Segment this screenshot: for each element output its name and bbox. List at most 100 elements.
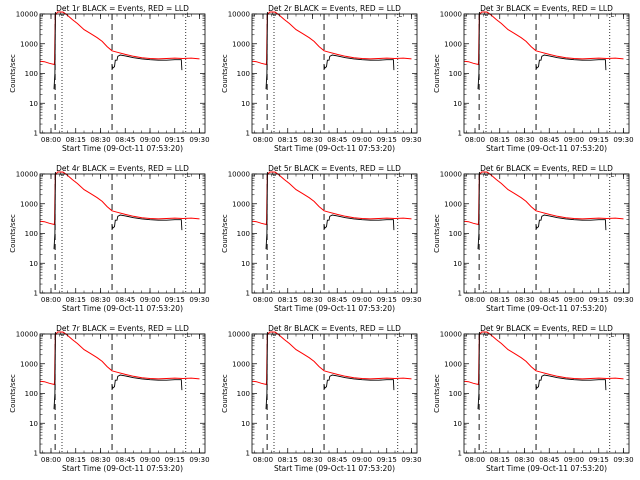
y-tick-label: 10000 xyxy=(16,331,38,339)
y-tick-label: 10000 xyxy=(228,331,250,339)
y-tick-label: 10000 xyxy=(16,11,38,19)
y-axis-label: Counts/sec xyxy=(433,374,441,413)
x-tick-label: 08:30 xyxy=(514,456,534,464)
top-marker-label: L xyxy=(399,12,403,19)
x-tick-label: 08:00 xyxy=(253,136,273,144)
x-tick-label: 09:00 xyxy=(140,456,160,464)
events-series-line xyxy=(111,374,183,391)
y-axis-label: Counts/sec xyxy=(9,54,17,93)
events-series-line xyxy=(477,331,480,410)
x-tick-label: 08:00 xyxy=(465,136,485,144)
y-tick-label: 1000 xyxy=(20,200,38,208)
events-series-line xyxy=(111,214,183,231)
x-tick-label: 08:30 xyxy=(302,456,322,464)
x-tick-label: 08:45 xyxy=(539,136,559,144)
x-tick-label: 08:30 xyxy=(514,136,534,144)
y-tick-label: 10000 xyxy=(440,11,462,19)
x-tick-label: 08:00 xyxy=(41,136,61,144)
y-tick-label: 1 xyxy=(34,130,38,138)
y-tick-label: 1 xyxy=(458,450,462,458)
top-marker-label: L xyxy=(187,332,191,339)
x-tick-label: 08:30 xyxy=(514,296,534,304)
y-tick-label: 100 xyxy=(237,230,250,238)
y-axis-label: Counts/sec xyxy=(433,54,441,93)
top-marker-label: L xyxy=(611,332,615,339)
x-tick-label: 09:00 xyxy=(564,456,584,464)
top-marker-label: O xyxy=(272,171,277,178)
x-tick-label: 08:45 xyxy=(327,296,347,304)
top-marker-label: L xyxy=(611,172,615,179)
x-tick-label: 09:15 xyxy=(165,456,185,464)
top-marker-label: O xyxy=(484,171,489,178)
plot-title: Det 7r BLACK = Events, RED = LLD xyxy=(56,324,189,333)
events-series-line xyxy=(535,54,607,71)
plot-frame xyxy=(463,333,630,454)
plot-title: Det 1r BLACK = Events, RED = LLD xyxy=(56,4,189,13)
x-tick-label: 08:45 xyxy=(115,296,135,304)
y-tick-label: 1 xyxy=(458,130,462,138)
events-series-line xyxy=(323,374,395,391)
y-axis-label: Counts/sec xyxy=(433,214,441,253)
y-tick-label: 10 xyxy=(241,260,250,268)
y-tick-label: 100 xyxy=(25,390,38,398)
y-tick-label: 10 xyxy=(29,420,38,428)
top-marker-label: L xyxy=(611,12,615,19)
y-tick-label: 10 xyxy=(29,260,38,268)
x-axis-label: Start Time (09-Oct-11 07:53:20) xyxy=(62,304,183,313)
plot-title: Det 4r BLACK = Events, RED = LLD xyxy=(56,164,189,173)
lld-series-line xyxy=(252,171,412,226)
x-axis-label: Start Time (09-Oct-11 07:53:20) xyxy=(486,144,607,153)
plot-title: Det 8r BLACK = Events, RED = LLD xyxy=(268,324,401,333)
events-series-line xyxy=(477,171,480,250)
top-marker-label: O xyxy=(272,11,277,18)
top-marker-label: O xyxy=(272,331,277,338)
x-tick-label: 08:00 xyxy=(253,456,273,464)
plot-title: Det 9r BLACK = Events, RED = LLD xyxy=(480,324,613,333)
x-tick-label: 09:15 xyxy=(377,296,397,304)
x-tick-label: 09:30 xyxy=(613,296,633,304)
y-tick-label: 1000 xyxy=(20,40,38,48)
events-series-line xyxy=(53,11,56,90)
x-tick-label: 08:15 xyxy=(66,456,86,464)
top-marker-label: L xyxy=(187,172,191,179)
top-marker-label: L xyxy=(399,172,403,179)
y-tick-label: 100 xyxy=(237,70,250,78)
x-tick-label: 08:45 xyxy=(327,456,347,464)
y-tick-label: 10000 xyxy=(440,331,462,339)
x-tick-label: 08:15 xyxy=(66,136,86,144)
y-axis-label: Counts/sec xyxy=(221,54,229,93)
x-tick-label: 09:30 xyxy=(613,456,633,464)
events-series-line xyxy=(323,214,395,231)
x-tick-label: 08:45 xyxy=(539,456,559,464)
x-tick-label: 08:15 xyxy=(278,136,298,144)
lld-series-line xyxy=(464,11,624,66)
y-axis-label: Counts/sec xyxy=(221,374,229,413)
events-series-line xyxy=(53,331,56,410)
x-tick-label: 08:00 xyxy=(41,456,61,464)
x-tick-label: 09:30 xyxy=(401,456,421,464)
x-tick-label: 08:00 xyxy=(465,456,485,464)
y-tick-label: 1 xyxy=(246,130,250,138)
lld-series-line xyxy=(40,11,200,66)
x-axis-label: Start Time (09-Oct-11 07:53:20) xyxy=(62,464,183,473)
events-series-line xyxy=(265,171,268,250)
events-series-line xyxy=(265,331,268,410)
plot-frame xyxy=(39,333,206,454)
y-tick-label: 100 xyxy=(237,390,250,398)
x-tick-label: 08:15 xyxy=(490,296,510,304)
y-axis-label: Counts/sec xyxy=(9,214,17,253)
y-tick-label: 100 xyxy=(449,230,462,238)
x-tick-label: 09:15 xyxy=(377,456,397,464)
y-tick-label: 10000 xyxy=(228,171,250,179)
y-tick-label: 100 xyxy=(25,230,38,238)
x-tick-label: 09:00 xyxy=(352,456,372,464)
x-tick-label: 09:30 xyxy=(189,136,209,144)
lld-series-line xyxy=(40,171,200,226)
x-tick-label: 08:15 xyxy=(278,296,298,304)
x-axis-label: Start Time (09-Oct-11 07:53:20) xyxy=(62,144,183,153)
y-tick-label: 1000 xyxy=(20,360,38,368)
x-axis-label: Start Time (09-Oct-11 07:53:20) xyxy=(274,464,395,473)
x-tick-label: 08:45 xyxy=(539,296,559,304)
